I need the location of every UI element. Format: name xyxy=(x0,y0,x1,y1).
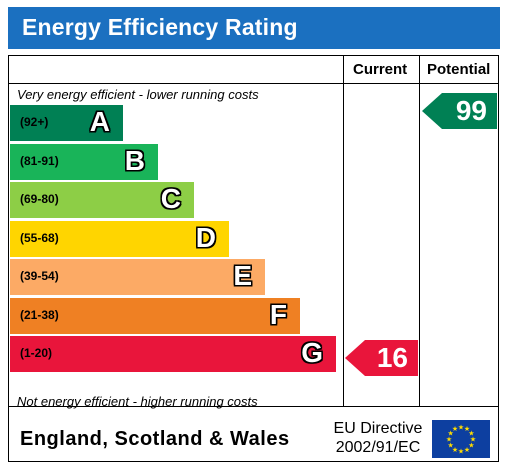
band-range: (81-91) xyxy=(20,153,59,168)
band-letter: B xyxy=(124,144,145,176)
note-efficient: Very energy efficient - lower running co… xyxy=(17,87,259,102)
eu-star-icon: ★ xyxy=(447,430,453,438)
eu-star-icon: ★ xyxy=(470,436,476,444)
eu-star-icon: ★ xyxy=(458,424,464,432)
potential-rating-arrow: 99 xyxy=(422,93,497,129)
band-d: (55-68) D xyxy=(10,220,229,257)
band-letter: G xyxy=(301,337,323,368)
band-b: (81-91) B xyxy=(10,143,158,180)
eu-star-icon: ★ xyxy=(464,446,470,454)
band-range: (92+) xyxy=(20,115,49,129)
region-label: England, Scotland & Wales xyxy=(20,428,290,450)
band-f: (21-38) F xyxy=(10,297,300,334)
current-rating-arrow: 16 xyxy=(345,340,418,376)
eu-star-icon: ★ xyxy=(464,425,470,433)
page-title: Energy Efficiency Rating xyxy=(22,14,298,40)
potential-rating-value: 99 xyxy=(455,95,487,126)
footer-divider xyxy=(9,406,498,407)
band-a: (92+) A xyxy=(10,105,123,141)
header-divider xyxy=(9,83,498,84)
band-range: (1-20) xyxy=(20,346,53,360)
band-letter: A xyxy=(89,106,110,137)
band-letter: E xyxy=(233,260,252,291)
column-header-current: Current xyxy=(353,61,408,78)
note-inefficient: Not energy efficient - higher running co… xyxy=(17,394,258,409)
title-bar: Energy Efficiency Rating xyxy=(8,7,500,49)
directive-line-1: EU Directive xyxy=(333,420,423,437)
band-c: (69-80) C xyxy=(10,182,194,218)
rating-table: Current Potential Very energy efficient … xyxy=(8,55,499,462)
eu-star-icon: ★ xyxy=(458,448,464,456)
band-range: (69-80) xyxy=(20,192,59,206)
eu-directive: EU Directive 2002/91/EC xyxy=(331,419,425,457)
eu-star-icon: ★ xyxy=(446,436,452,444)
band-letter: F xyxy=(269,298,287,330)
band-letter: D xyxy=(195,221,216,253)
band-letter: C xyxy=(160,183,181,214)
band-g: (1-20) G xyxy=(10,336,336,372)
column-divider-potential xyxy=(419,56,420,406)
directive-line-2: 2002/91/EC xyxy=(335,439,421,456)
band-range: (55-68) xyxy=(20,230,59,245)
column-divider-current xyxy=(343,56,344,406)
band-e: (39-54) E xyxy=(10,259,265,295)
band-range: (21-38) xyxy=(20,307,59,322)
current-rating-value: 16 xyxy=(376,342,408,373)
column-header-potential: Potential xyxy=(427,61,491,78)
eu-star-icon: ★ xyxy=(447,442,453,450)
eu-star-icon: ★ xyxy=(452,425,458,433)
eu-star-icon: ★ xyxy=(452,446,458,454)
eu-flag-icon: ★ ★ ★ ★ ★ ★ ★ ★ ★ ★ ★ ★ xyxy=(432,420,490,458)
eu-star-icon: ★ xyxy=(468,442,474,450)
band-range: (39-54) xyxy=(20,269,59,283)
eu-star-icon: ★ xyxy=(468,430,474,438)
